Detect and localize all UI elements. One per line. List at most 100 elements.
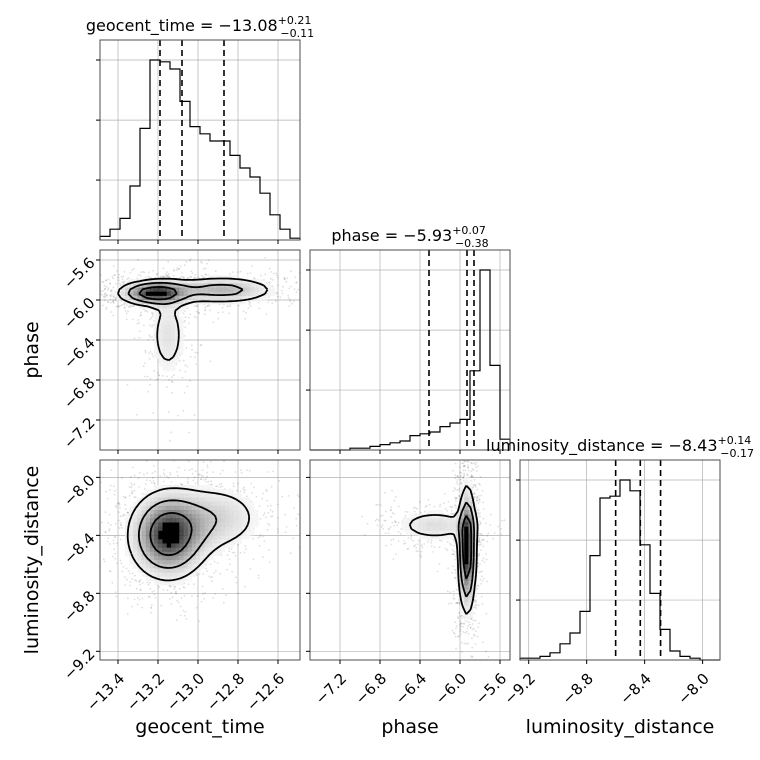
sample-point <box>176 471 179 473</box>
density-cell <box>208 505 213 511</box>
density-cell <box>179 564 184 569</box>
density-cell <box>133 514 138 519</box>
density-cell <box>170 572 176 577</box>
sample-point <box>124 496 127 499</box>
sample-point <box>287 495 290 497</box>
sample-point <box>146 479 148 481</box>
sample-point <box>454 504 456 507</box>
sample-point <box>128 494 131 497</box>
sample-point <box>139 274 142 277</box>
density-cell <box>187 539 192 544</box>
density-cell <box>162 576 167 582</box>
density-cell <box>162 501 167 507</box>
density-cell <box>158 560 163 565</box>
sample-point <box>153 369 156 372</box>
sample-point <box>128 486 131 488</box>
sample-point <box>197 276 200 279</box>
sample-point <box>170 431 173 434</box>
density-cell <box>220 275 226 280</box>
sample-point <box>221 587 224 590</box>
sample-point <box>134 496 137 498</box>
density-cell <box>204 493 209 498</box>
sample-point <box>423 510 426 513</box>
density-cell <box>266 287 272 292</box>
sample-point <box>217 317 220 320</box>
density-cell <box>162 291 167 297</box>
density-cell <box>200 300 205 305</box>
sample-point <box>250 265 253 267</box>
density-cell <box>220 287 226 292</box>
density-cell <box>233 522 238 527</box>
density-cell <box>258 295 263 301</box>
sample-point <box>500 528 502 530</box>
density-cell <box>154 345 159 351</box>
sample-point <box>455 497 458 499</box>
sample-point <box>473 634 476 637</box>
density-cell <box>150 547 155 552</box>
sample-point <box>295 524 298 527</box>
density-cell <box>237 510 242 515</box>
sample-point <box>487 656 490 658</box>
sample-point <box>257 301 260 304</box>
density-cell <box>220 505 226 511</box>
density-cell <box>166 300 172 305</box>
density-cell <box>258 291 263 297</box>
sample-point <box>146 581 149 584</box>
density-cell <box>204 547 209 552</box>
density-cell <box>187 510 192 515</box>
sample-point <box>487 532 490 535</box>
density-cell <box>254 283 259 288</box>
sample-point <box>417 550 420 553</box>
sample-point <box>150 312 153 315</box>
density-cell <box>237 526 242 532</box>
sample-point <box>240 469 242 472</box>
sample-point <box>454 576 456 579</box>
sample-point <box>112 277 115 280</box>
sample-point <box>187 477 190 480</box>
sample-point <box>104 294 107 297</box>
density-cell <box>187 547 192 552</box>
density-cell <box>220 501 226 507</box>
density-cell <box>154 485 159 490</box>
density-cell <box>129 291 134 297</box>
density-cell <box>170 291 176 297</box>
sample-point <box>482 501 484 504</box>
sample-point <box>279 296 282 298</box>
sample-point <box>427 498 430 501</box>
density-cell <box>208 543 213 548</box>
sample-point <box>113 265 115 267</box>
sample-point <box>221 306 224 309</box>
density-cell <box>225 275 230 280</box>
density-cell <box>150 518 155 523</box>
sample-point <box>126 511 129 514</box>
sample-point <box>415 550 418 552</box>
density-cell <box>175 329 180 334</box>
sample-point <box>402 542 405 545</box>
density-cell <box>216 295 222 301</box>
sample-point <box>462 469 465 472</box>
density-cell <box>175 501 180 507</box>
density-cell <box>179 320 184 326</box>
density-cell <box>166 304 172 309</box>
density-cell <box>162 329 167 334</box>
density-cell <box>183 514 188 519</box>
density-cell <box>245 514 251 519</box>
density-cell <box>166 560 172 565</box>
density-cell <box>154 354 159 359</box>
sample-point <box>167 272 170 275</box>
density-cell <box>208 287 213 292</box>
sample-point <box>109 282 111 285</box>
sample-point <box>188 316 190 319</box>
sample-point <box>207 480 210 483</box>
sample-point <box>234 471 237 473</box>
sample-point <box>454 488 457 491</box>
density-cell <box>170 568 176 573</box>
sample-point <box>133 305 135 307</box>
sample-point <box>202 592 205 595</box>
density-cell <box>212 291 217 297</box>
sample-point <box>454 462 457 465</box>
sample-point <box>103 296 106 299</box>
sample-point <box>175 619 178 622</box>
sample-point <box>453 598 456 601</box>
density-cell <box>200 497 205 502</box>
